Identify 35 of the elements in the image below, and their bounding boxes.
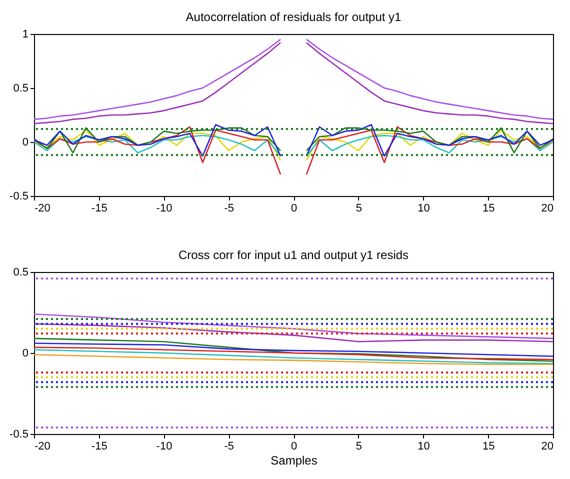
y-tick-label: 0.5 bbox=[13, 266, 28, 278]
line-series bbox=[34, 323, 553, 342]
line-series bbox=[34, 313, 553, 340]
y-tick-label: 0 bbox=[22, 348, 28, 360]
chart-title: Autocorrelation of residuals for output y1 bbox=[186, 10, 402, 24]
x-tick-label: 20 bbox=[541, 202, 554, 214]
y-tick-label: 0 bbox=[22, 136, 28, 148]
x-tick-label: 10 bbox=[418, 440, 430, 452]
x-tick-label: -5 bbox=[224, 202, 234, 214]
line-series bbox=[34, 354, 553, 365]
line-series bbox=[34, 346, 553, 360]
x-tick-label: -10 bbox=[156, 202, 172, 214]
x-tick-label: -5 bbox=[224, 440, 234, 452]
y-tick-label: 0.5 bbox=[13, 82, 28, 94]
x-axis-title: Samples bbox=[270, 454, 318, 468]
x-tick-label: 15 bbox=[482, 202, 495, 214]
y-tick-label: -0.5 bbox=[10, 428, 28, 440]
x-tick-label: 0 bbox=[290, 202, 298, 214]
x-tick-label: 20 bbox=[541, 440, 554, 452]
x-tick-label: 5 bbox=[356, 202, 362, 214]
x-tick-label: -15 bbox=[91, 440, 108, 452]
x-tick-label: 5 bbox=[356, 440, 362, 452]
chart-title: Cross corr for input u1 and output y1 resids bbox=[178, 248, 409, 262]
x-tick-label: 10 bbox=[418, 202, 430, 214]
y-tick-label: -0.5 bbox=[10, 190, 28, 202]
line-series bbox=[34, 338, 553, 362]
x-tick-label: 15 bbox=[482, 440, 495, 452]
x-tick-label: -15 bbox=[91, 202, 108, 214]
line-series bbox=[34, 342, 553, 357]
x-tick-label: -20 bbox=[34, 440, 50, 452]
x-tick-label: 0 bbox=[290, 440, 298, 452]
y-tick-label: 1 bbox=[22, 28, 28, 40]
x-tick-label: -20 bbox=[34, 202, 50, 214]
line-series bbox=[34, 349, 553, 364]
x-tick-label: -10 bbox=[156, 440, 172, 452]
